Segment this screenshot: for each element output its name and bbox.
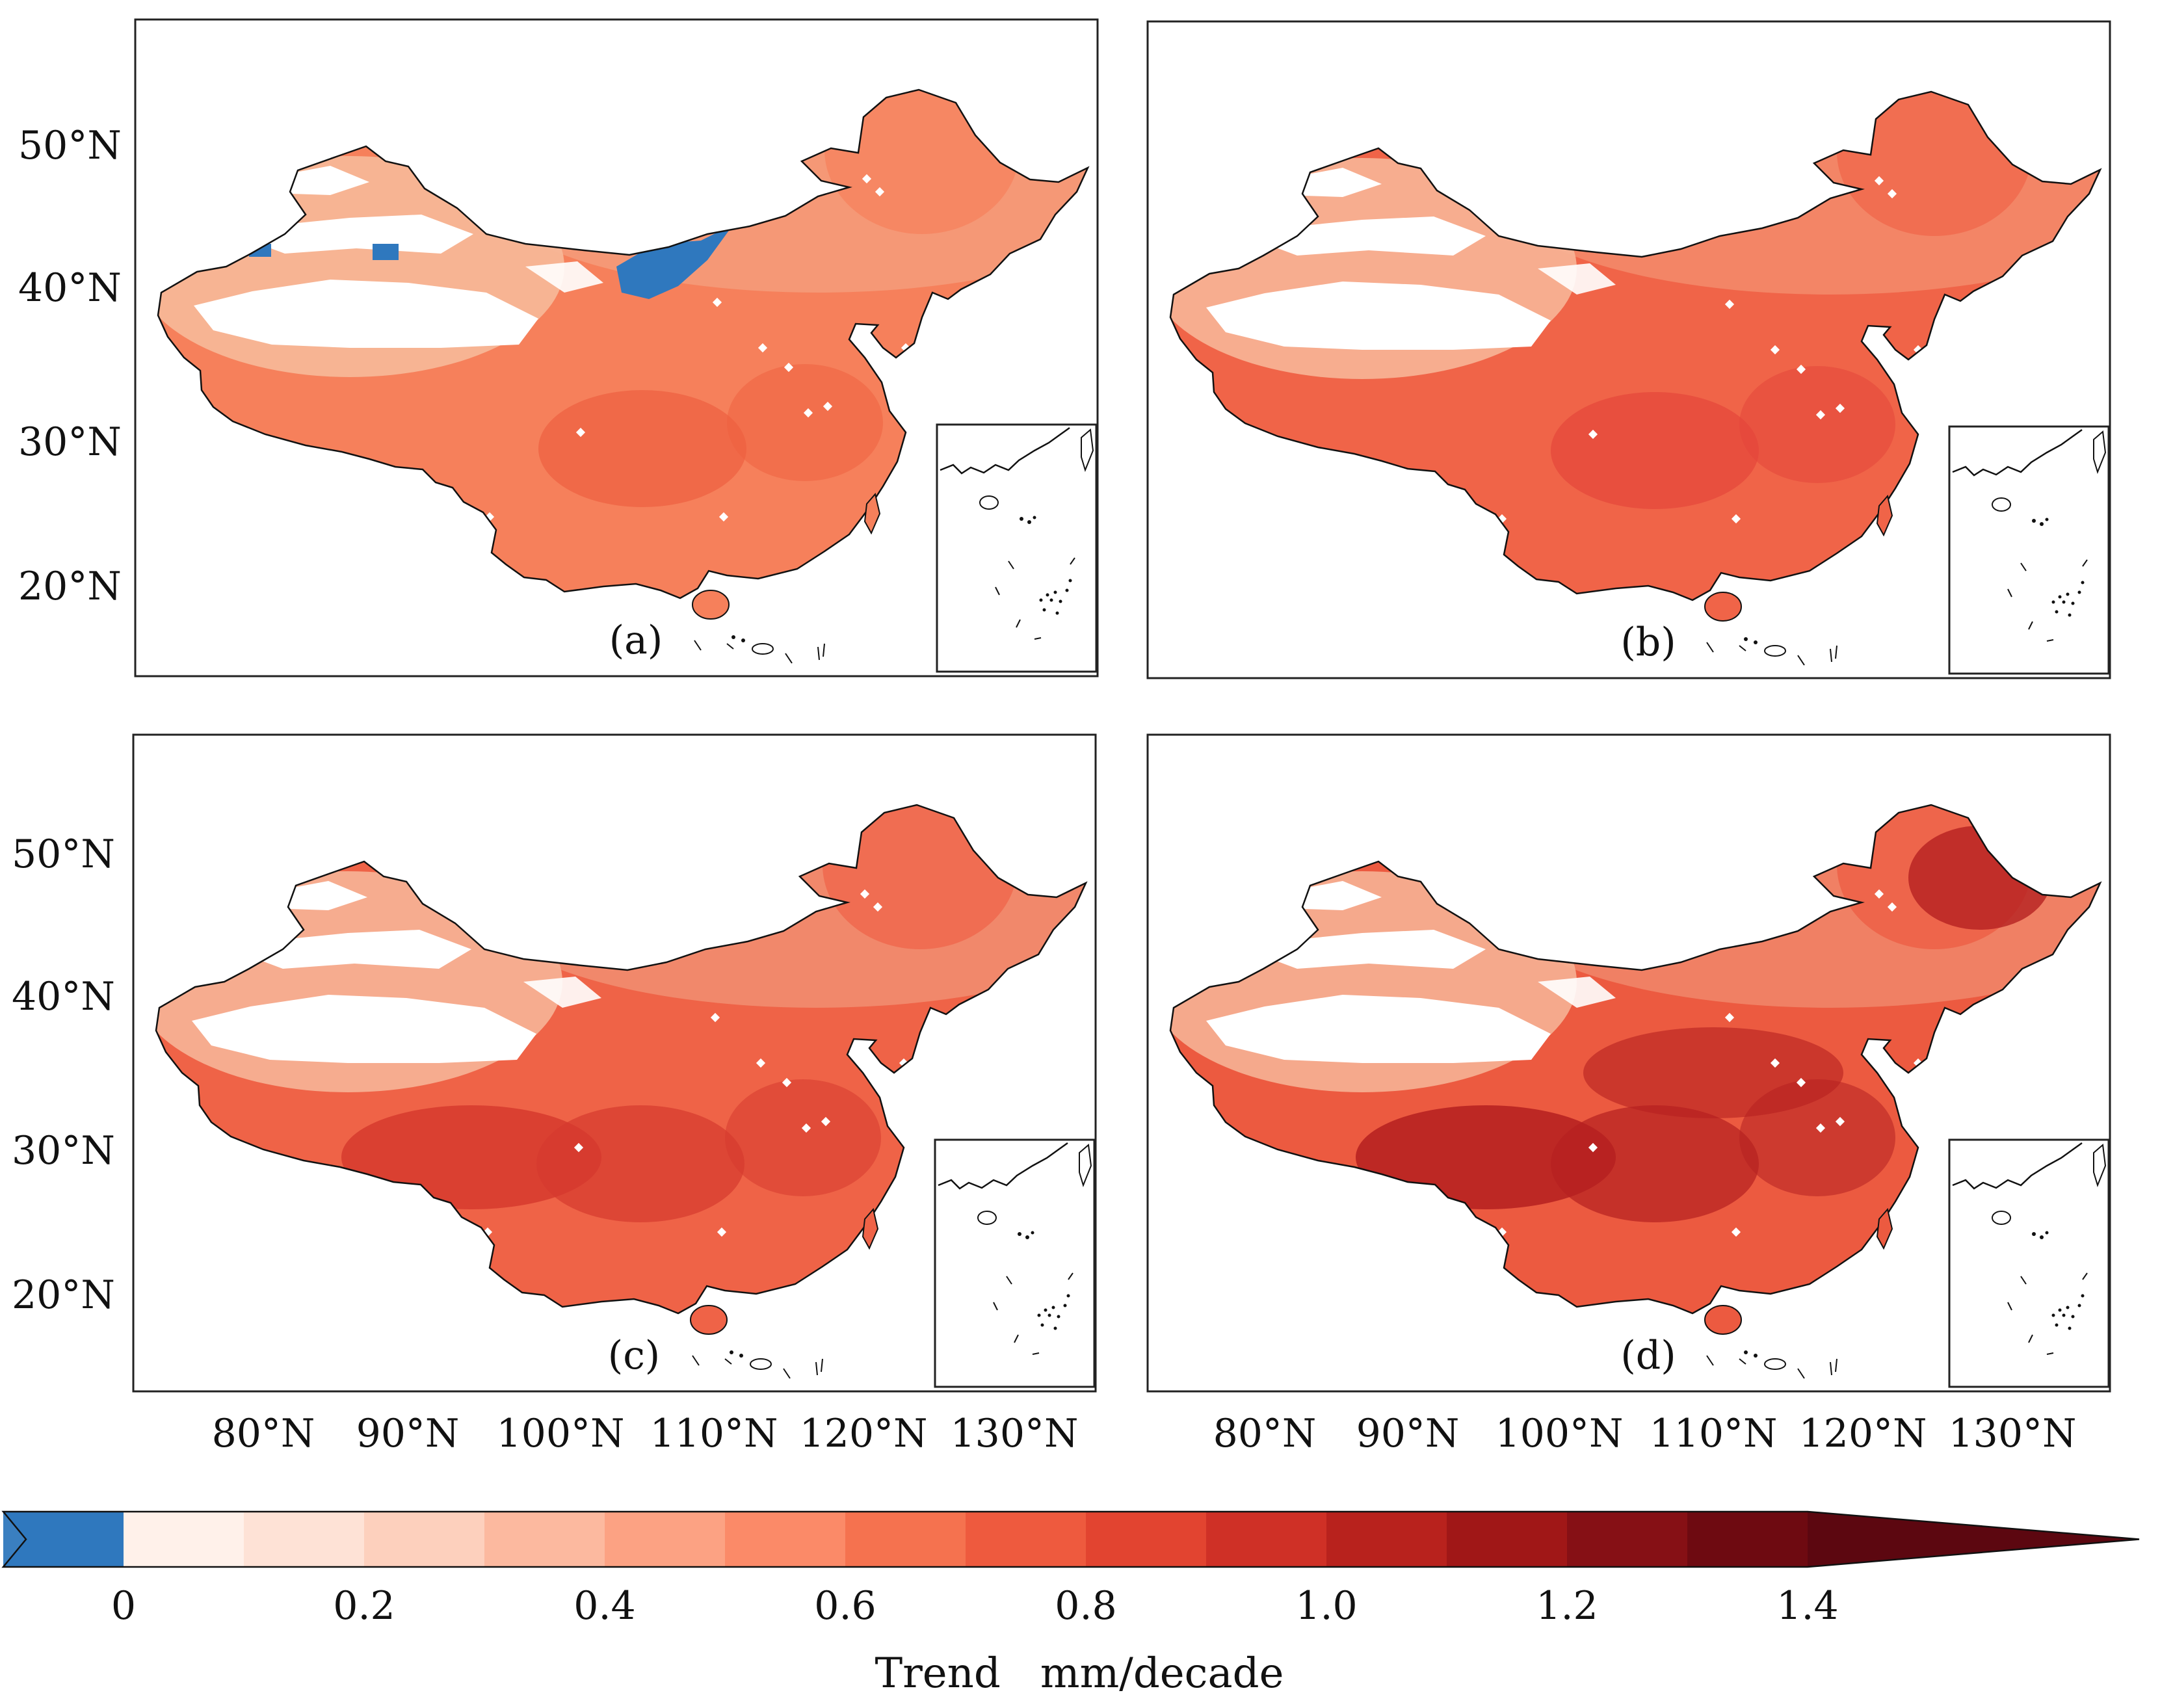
panel-label: (d) xyxy=(1620,1333,1676,1378)
longitude-label: 80°N xyxy=(1213,1411,1317,1456)
latitude-labels-top: 50°N 40°N 30°N 20°N xyxy=(18,123,122,609)
inset-south-china-sea xyxy=(1948,1138,2110,1388)
colorbar-bin xyxy=(244,1512,364,1567)
map-panel-b: (b) xyxy=(1146,20,2111,679)
latitude-label: 50°N xyxy=(12,832,115,877)
map-panel-c: (c) xyxy=(132,733,1097,1393)
taiwan-island xyxy=(862,1207,879,1250)
longitude-label: 100°N xyxy=(496,1411,624,1456)
colorbar-bin xyxy=(1687,1512,1808,1567)
latitude-label: 40°N xyxy=(12,974,115,1019)
colorbar-tick-label: 1.4 xyxy=(1776,1583,1838,1629)
latitude-label: 20°N xyxy=(12,1272,115,1318)
colorbar-bin xyxy=(725,1512,845,1567)
longitude-label: 120°N xyxy=(799,1411,927,1456)
longitude-labels-left: 80°N 90°N 100°N 110°N 120°N 130°N xyxy=(212,1411,1079,1456)
latitude-labels-bottom: 50°N 40°N 30°N 20°N xyxy=(12,832,115,1318)
longitude-label: 90°N xyxy=(356,1411,460,1456)
colorbar-tick-label: 0.6 xyxy=(814,1583,876,1629)
longitude-label: 100°N xyxy=(1495,1411,1623,1456)
colorbar-tick-label: 1.0 xyxy=(1295,1583,1357,1629)
longitude-label: 110°N xyxy=(650,1411,778,1456)
colorbar-bin xyxy=(1326,1512,1447,1567)
colorbar-under-triangle xyxy=(3,1512,26,1567)
inset-south-china-sea xyxy=(934,1138,1096,1388)
longitude-label: 120°N xyxy=(1798,1411,1927,1456)
map-panel-a: (a) xyxy=(134,18,1099,677)
colorbar-swatches xyxy=(1,1510,2140,1568)
inset-south-china-sea xyxy=(936,423,1098,673)
colorbar-tick-label: 0.2 xyxy=(333,1583,395,1629)
colorbar-bin xyxy=(845,1512,966,1567)
latitude-label: 30°N xyxy=(12,1128,115,1174)
map-panel-d: (d) xyxy=(1146,733,2111,1393)
longitude-label: 90°N xyxy=(1356,1411,1460,1456)
panel-label: (b) xyxy=(1620,620,1676,665)
colorbar-bin xyxy=(1447,1512,1567,1567)
taiwan-island xyxy=(863,492,881,535)
colorbar-bin xyxy=(3,1512,124,1567)
colorbar-bin xyxy=(124,1512,244,1567)
taiwan-island xyxy=(1876,1207,1893,1250)
colorbar-bin xyxy=(1567,1512,1687,1567)
colorbar-bin xyxy=(1206,1512,1326,1567)
latitude-label: 40°N xyxy=(18,265,122,311)
colorbar-tick-labels: 0 0.2 0.4 0.6 0.8 1.0 1.2 1.4 xyxy=(111,1583,1839,1629)
longitude-label: 80°N xyxy=(212,1411,315,1456)
colorbar-bin xyxy=(605,1512,725,1567)
panel-label: (a) xyxy=(609,618,663,663)
colorbar-over-triangle xyxy=(1808,1512,2139,1567)
colorbar-tick-label: 0 xyxy=(111,1583,136,1629)
colorbar-bin xyxy=(966,1512,1086,1567)
colorbar-tick-label: 0.8 xyxy=(1055,1583,1116,1629)
latitude-label: 50°N xyxy=(18,123,122,168)
colorbar-tick-label: 0.4 xyxy=(573,1583,635,1629)
latitude-label: 30°N xyxy=(18,419,122,465)
colorbar-bin xyxy=(484,1512,605,1567)
inset-south-china-sea xyxy=(1948,425,2110,675)
colorbar-tick-label: 1.2 xyxy=(1536,1583,1598,1629)
colorbar: 0 0.2 0.4 0.6 0.8 1.0 1.2 1.4 Trend mm/decade xyxy=(1,1510,2140,1698)
panel-label: (c) xyxy=(608,1333,660,1378)
longitude-labels-right: 80°N 90°N 100°N 110°N 120°N 130°N xyxy=(1213,1411,2077,1456)
colorbar-title: Trend mm/decade xyxy=(875,1649,1284,1698)
latitude-label: 20°N xyxy=(18,564,122,609)
longitude-label: 110°N xyxy=(1649,1411,1777,1456)
colorbar-bin xyxy=(364,1512,484,1567)
longitude-label: 130°N xyxy=(950,1411,1078,1456)
longitude-label: 130°N xyxy=(1948,1411,2076,1456)
colorbar-bin xyxy=(1086,1512,1206,1567)
taiwan-island xyxy=(1876,494,1893,537)
